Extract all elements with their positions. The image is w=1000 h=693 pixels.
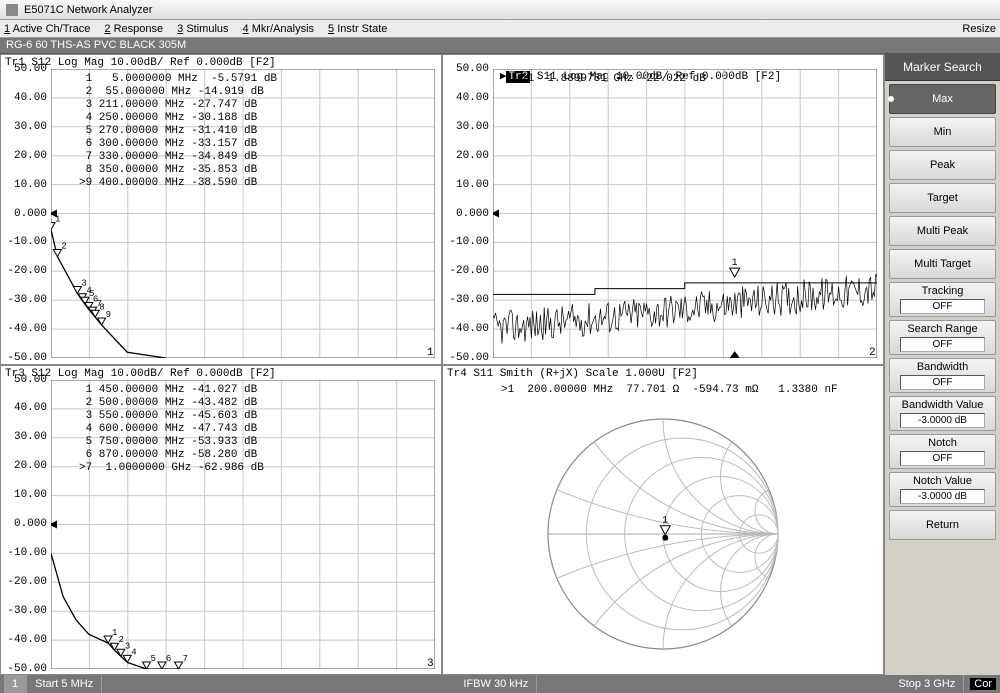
side-panel: Marker Search MaxMinPeakTargetMulti Peak…	[884, 54, 1000, 675]
pane-tr1-header: Tr1 S12 Log Mag 10.00dB/ Ref 0.000dB [F2…	[1, 55, 441, 69]
svg-text:9: 9	[106, 310, 111, 320]
menu-mkr-analysis[interactable]: 4 Mkr/Analysis	[243, 23, 315, 35]
pane-tr3-header: Tr3 S12 Log Mag 10.00dB/ Ref 0.000dB [F2…	[1, 366, 441, 380]
pane-tr2-markers: >1 1.8899781 GHz -22.022 dB	[521, 73, 706, 86]
side-btn-target[interactable]: Target	[889, 183, 996, 213]
svg-text:3: 3	[427, 658, 434, 669]
window-title: E5071C Network Analyzer	[24, 4, 152, 16]
svg-text:2: 2	[869, 347, 876, 358]
window-titlebar: E5071C Network Analyzer	[0, 0, 1000, 20]
app-icon	[6, 4, 18, 16]
pane-tr1[interactable]: Tr1 S12 Log Mag 10.00dB/ Ref 0.000dB [F2…	[0, 54, 442, 365]
svg-text:1: 1	[427, 347, 434, 358]
menu-active-ch[interactable]: 1 Active Ch/Trace	[4, 23, 90, 35]
side-btn-return[interactable]: Return	[889, 510, 996, 540]
status-cor: Cor	[970, 678, 996, 690]
side-btn-multi-peak[interactable]: Multi Peak	[889, 216, 996, 246]
side-btn-min[interactable]: Min	[889, 117, 996, 147]
side-btn-peak[interactable]: Peak	[889, 150, 996, 180]
pane-tr4-markers: >1 200.00000 MHz 77.701 Ω -594.73 mΩ 1.3…	[501, 384, 838, 397]
svg-text:2: 2	[61, 242, 66, 252]
side-btn-max[interactable]: Max	[889, 84, 996, 114]
svg-text:3: 3	[125, 641, 130, 651]
menubar: 1 Active Ch/Trace 2 Response 3 Stimulus …	[0, 20, 1000, 38]
side-btn-bandwidth-value[interactable]: Bandwidth Value-3.0000 dB	[889, 396, 996, 431]
side-btn-tracking[interactable]: TrackingOFF	[889, 282, 996, 317]
pane-tr3-yticks: 50.0040.0030.0020.0010.000.000-10.00-20.…	[3, 380, 49, 669]
pane-tr3[interactable]: Tr3 S12 Log Mag 10.00dB/ Ref 0.000dB [F2…	[0, 365, 442, 676]
status-ifbw: IFBW 30 kHz	[455, 675, 537, 693]
side-btn-multi-target[interactable]: Multi Target	[889, 249, 996, 279]
menu-response[interactable]: 2 Response	[104, 23, 163, 35]
svg-text:1: 1	[55, 215, 60, 225]
pane-tr4[interactable]: Tr4 S11 Smith (R+jX) Scale 1.000U [F2] >…	[442, 365, 884, 676]
status-bar: 1 Start 5 MHz IFBW 30 kHz Stop 3 GHz Cor	[0, 675, 1000, 693]
svg-text:2: 2	[118, 635, 123, 645]
svg-text:8: 8	[99, 302, 104, 312]
svg-text:4: 4	[131, 647, 136, 657]
pane-tr4-smith: 1	[538, 409, 788, 659]
pane-tr2-yticks: 50.0040.0030.0020.0010.000.000-10.00-20.…	[445, 69, 491, 358]
menu-resize[interactable]: Resize	[962, 23, 996, 35]
svg-text:1: 1	[112, 627, 117, 637]
channel-info-bar: RG-6 60 THS-AS PVC BLACK 305M	[0, 38, 1000, 54]
side-btn-notch-value[interactable]: Notch Value-3.0000 dB	[889, 472, 996, 507]
pane-tr1-yticks: 50.0040.0030.0020.0010.000.000-10.00-20.…	[3, 69, 49, 358]
svg-text:5: 5	[151, 654, 156, 664]
svg-text:1: 1	[662, 515, 668, 526]
status-start: Start 5 MHz	[27, 675, 102, 693]
side-btn-bandwidth[interactable]: BandwidthOFF	[889, 358, 996, 393]
side-btn-search-range[interactable]: Search RangeOFF	[889, 320, 996, 355]
pane-tr2-plot: 21	[493, 69, 877, 358]
svg-text:7: 7	[183, 654, 188, 664]
pane-tr1-markers: 1 5.0000000 MHz -5.5791 dB 2 55.000000 M…	[79, 73, 277, 190]
menu-instr-state[interactable]: 5 Instr State	[328, 23, 387, 35]
pane-tr2[interactable]: ▶Tr2 S11 Log Mag 10.00dB/ Ref 0.000dB [F…	[442, 54, 884, 365]
side-panel-buttons: MaxMinPeakTargetMulti PeakMulti TargetTr…	[885, 81, 1000, 543]
main-area: Tr1 S12 Log Mag 10.00dB/ Ref 0.000dB [F2…	[0, 54, 1000, 675]
svg-text:1: 1	[732, 258, 738, 269]
side-btn-notch[interactable]: NotchOFF	[889, 434, 996, 469]
pane-tr3-markers: 1 450.00000 MHz -41.027 dB 2 500.00000 M…	[79, 384, 264, 475]
side-panel-title: Marker Search	[885, 54, 1000, 81]
pane-tr4-header: Tr4 S11 Smith (R+jX) Scale 1.000U [F2]	[443, 366, 883, 380]
plot-grid: Tr1 S12 Log Mag 10.00dB/ Ref 0.000dB [F2…	[0, 54, 884, 675]
menu-stimulus[interactable]: 3 Stimulus	[177, 23, 228, 35]
status-stop: Stop 3 GHz	[890, 675, 964, 693]
svg-text:6: 6	[166, 654, 171, 664]
status-channel: 1	[4, 675, 27, 693]
